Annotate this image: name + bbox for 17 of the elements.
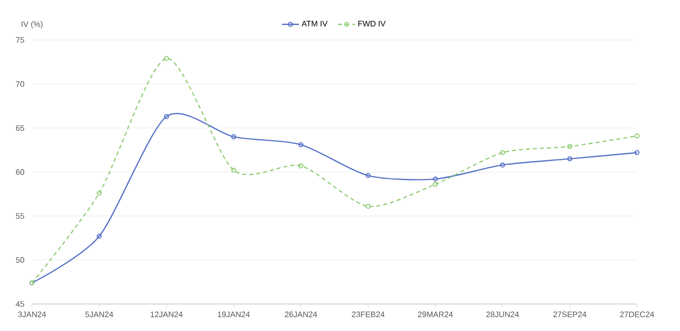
point xyxy=(298,142,304,148)
point xyxy=(567,156,572,162)
point xyxy=(366,173,371,178)
point xyxy=(500,162,506,168)
point xyxy=(231,134,236,140)
point xyxy=(96,234,102,239)
point xyxy=(164,114,169,120)
point xyxy=(366,204,371,209)
point xyxy=(96,190,102,196)
point xyxy=(231,168,236,173)
point xyxy=(432,176,438,182)
point xyxy=(298,163,304,168)
point xyxy=(164,56,169,61)
point xyxy=(634,133,640,138)
point xyxy=(432,182,438,187)
point xyxy=(500,150,506,156)
point xyxy=(567,144,572,149)
